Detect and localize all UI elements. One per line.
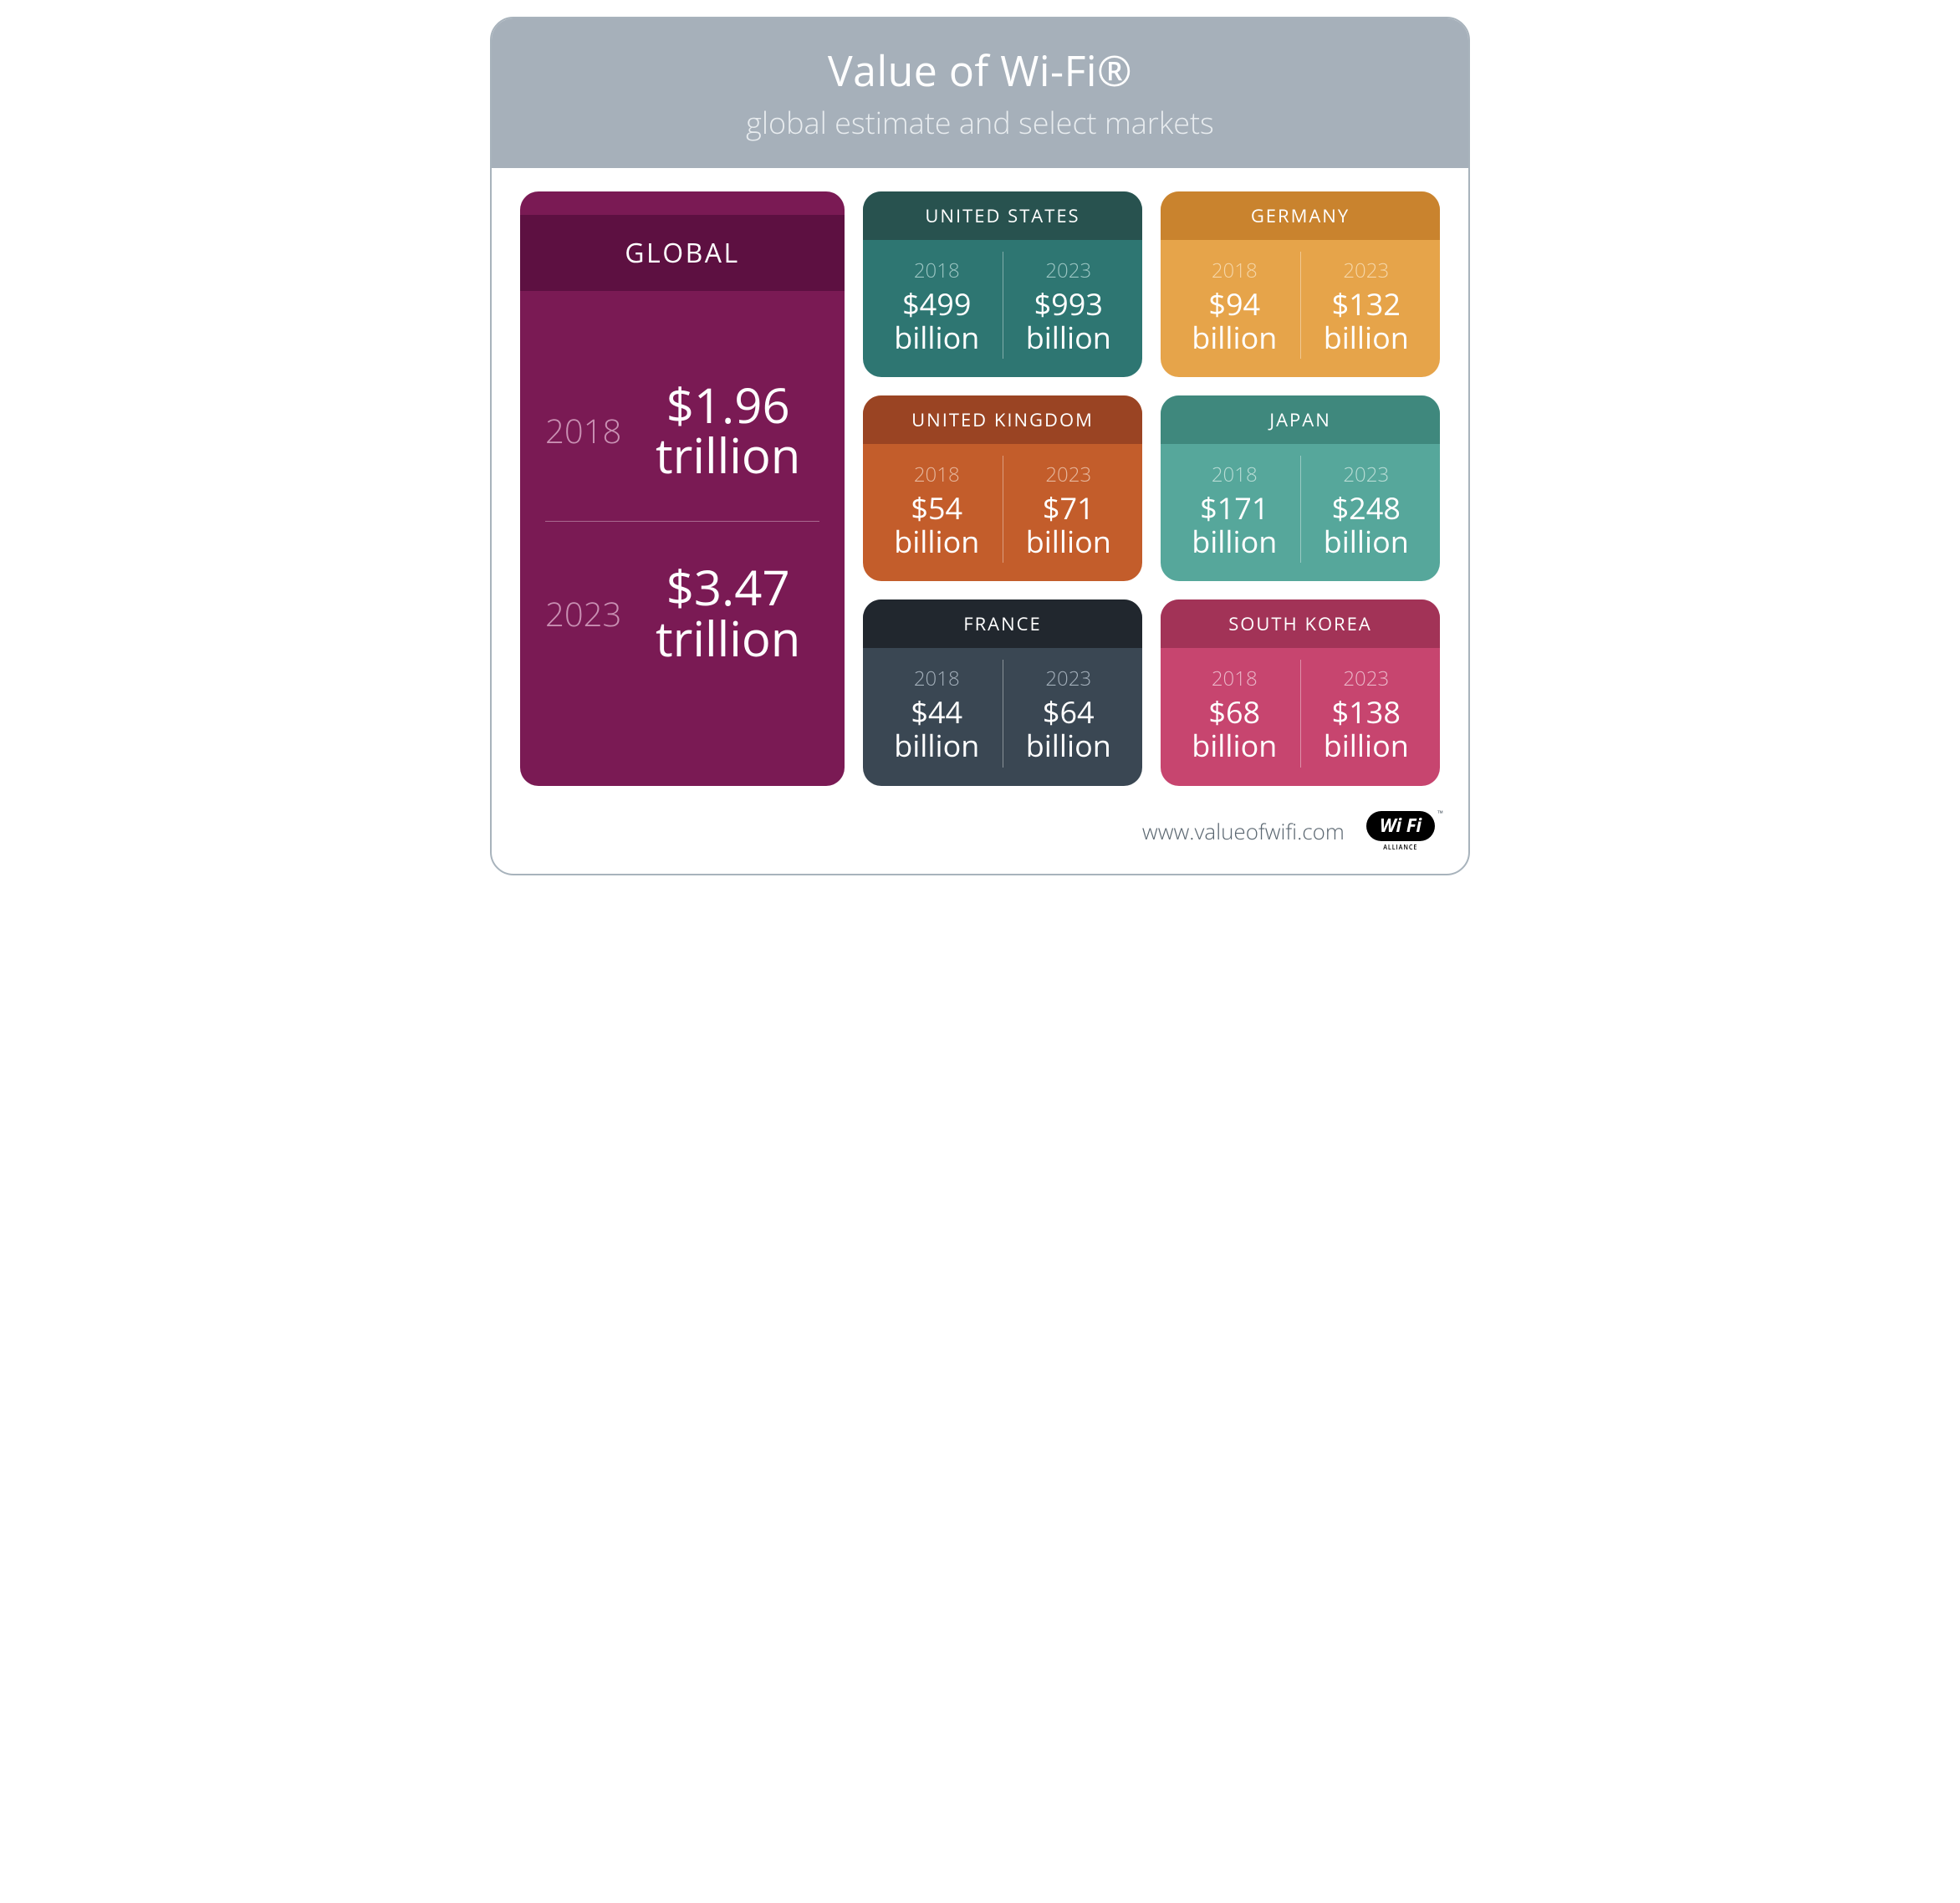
value-label: $54billion bbox=[875, 492, 999, 558]
card-right: 2023 $71billion bbox=[1003, 456, 1135, 563]
value-label: $248billion bbox=[1304, 492, 1429, 558]
header-subtitle: global estimate and select markets bbox=[508, 102, 1452, 143]
card-left: 2018 $68billion bbox=[1169, 660, 1300, 767]
year-label: 2023 bbox=[1304, 665, 1429, 692]
year-label: 2023 bbox=[1007, 257, 1131, 284]
card-korea: SOUTH KOREA 2018 $68billion 2023 $138bil… bbox=[1161, 599, 1440, 785]
value-label: $94billion bbox=[1172, 288, 1297, 354]
value-label: $68billion bbox=[1172, 696, 1297, 762]
card-label: FRANCE bbox=[863, 599, 1142, 648]
year-label: 2023 bbox=[1304, 257, 1429, 284]
card-left: 2018 $44billion bbox=[871, 660, 1003, 767]
global-value-unit: trillion bbox=[656, 605, 800, 671]
card-label: UNITED KINGDOM bbox=[863, 395, 1142, 444]
footer: www.valueofwifi.com Wi Fi™ ALLIANCE bbox=[492, 796, 1468, 874]
card-left: 2018 $171billion bbox=[1169, 456, 1300, 563]
global-card: GLOBAL 2018 $1.96 trillion 2023 $3.47 tr… bbox=[520, 191, 845, 786]
card-uk: UNITED KINGDOM 2018 $54billion 2023 $71b… bbox=[863, 395, 1142, 581]
year-label: 2018 bbox=[1172, 665, 1297, 692]
card-right: 2023 $64billion bbox=[1003, 660, 1135, 767]
infographic-frame: Value of Wi-Fi® global estimate and sele… bbox=[490, 17, 1470, 875]
value-label: $499billion bbox=[875, 288, 999, 354]
card-body: 2018 $44billion 2023 $64billion bbox=[863, 648, 1142, 785]
year-label: 2018 bbox=[875, 461, 999, 488]
card-right: 2023 $138billion bbox=[1300, 660, 1432, 767]
market-grid: UNITED STATES 2018 $499billion 2023 $993… bbox=[863, 191, 1440, 786]
global-value: $3.47 trillion bbox=[636, 562, 819, 664]
card-japan: JAPAN 2018 $171billion 2023 $248billion bbox=[1161, 395, 1440, 581]
value-label: $132billion bbox=[1304, 288, 1429, 354]
global-value-unit: trillion bbox=[656, 421, 800, 487]
card-label: GERMANY bbox=[1161, 191, 1440, 240]
content: GLOBAL 2018 $1.96 trillion 2023 $3.47 tr… bbox=[492, 168, 1468, 796]
value-label: $71billion bbox=[1007, 492, 1131, 558]
global-row-2023: 2023 $3.47 trillion bbox=[545, 521, 819, 704]
card-us: UNITED STATES 2018 $499billion 2023 $993… bbox=[863, 191, 1142, 377]
value-label: $993billion bbox=[1007, 288, 1131, 354]
global-card-label: GLOBAL bbox=[520, 215, 845, 291]
value-label: $44billion bbox=[875, 696, 999, 762]
year-label: 2023 bbox=[1007, 665, 1131, 692]
year-label: 2023 bbox=[1007, 461, 1131, 488]
header: Value of Wi-Fi® global estimate and sele… bbox=[492, 18, 1468, 168]
global-value: $1.96 trillion bbox=[636, 380, 819, 482]
footer-url: www.valueofwifi.com bbox=[1142, 816, 1345, 846]
value-label: $171billion bbox=[1172, 492, 1297, 558]
wifi-logo-pill: Wi Fi™ bbox=[1366, 811, 1435, 841]
card-france: FRANCE 2018 $44billion 2023 $64billion bbox=[863, 599, 1142, 785]
card-body: 2018 $94billion 2023 $132billion bbox=[1161, 240, 1440, 377]
card-body: 2018 $54billion 2023 $71billion bbox=[863, 444, 1142, 581]
wifi-alliance-logo-icon: Wi Fi™ ALLIANCE bbox=[1366, 811, 1435, 852]
value-label: $64billion bbox=[1007, 696, 1131, 762]
header-title: Value of Wi-Fi® bbox=[508, 42, 1452, 99]
global-row-2018: 2018 $1.96 trillion bbox=[545, 339, 819, 522]
global-year: 2018 bbox=[545, 407, 621, 453]
value-label: $138billion bbox=[1304, 696, 1429, 762]
card-left: 2018 $499billion bbox=[871, 252, 1003, 359]
card-left: 2018 $54billion bbox=[871, 456, 1003, 563]
card-right: 2023 $132billion bbox=[1300, 252, 1432, 359]
year-label: 2018 bbox=[875, 257, 999, 284]
card-label: UNITED STATES bbox=[863, 191, 1142, 240]
card-body: 2018 $499billion 2023 $993billion bbox=[863, 240, 1142, 377]
year-label: 2023 bbox=[1304, 461, 1429, 488]
card-germany: GERMANY 2018 $94billion 2023 $132billion bbox=[1161, 191, 1440, 377]
card-right: 2023 $993billion bbox=[1003, 252, 1135, 359]
card-right: 2023 $248billion bbox=[1300, 456, 1432, 563]
card-body: 2018 $68billion 2023 $138billion bbox=[1161, 648, 1440, 785]
global-card-body: 2018 $1.96 trillion 2023 $3.47 trillion bbox=[520, 291, 845, 786]
global-year: 2023 bbox=[545, 590, 621, 636]
card-body: 2018 $171billion 2023 $248billion bbox=[1161, 444, 1440, 581]
wifi-logo-sub: ALLIANCE bbox=[1383, 843, 1417, 852]
card-left: 2018 $94billion bbox=[1169, 252, 1300, 359]
card-label: SOUTH KOREA bbox=[1161, 599, 1440, 648]
card-label: JAPAN bbox=[1161, 395, 1440, 444]
year-label: 2018 bbox=[875, 665, 999, 692]
year-label: 2018 bbox=[1172, 257, 1297, 284]
year-label: 2018 bbox=[1172, 461, 1297, 488]
